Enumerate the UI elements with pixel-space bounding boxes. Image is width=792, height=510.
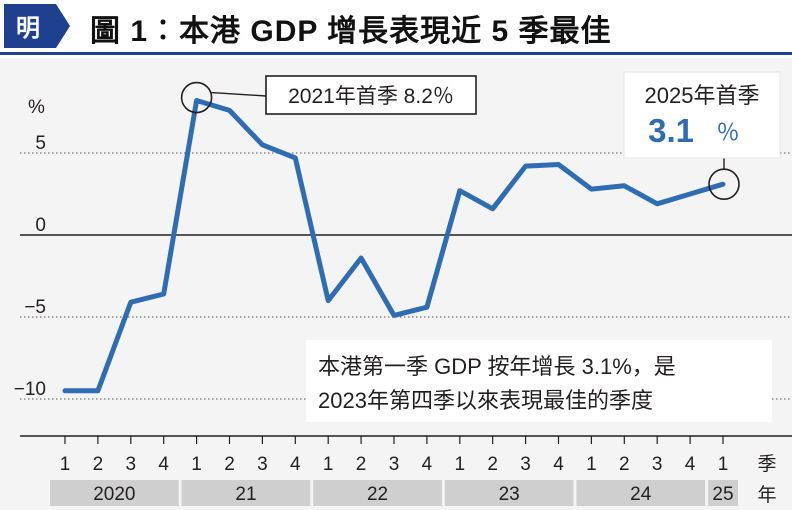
year-group-box — [313, 480, 442, 506]
quarter-label: 2 — [93, 454, 104, 475]
quarter-label: 3 — [257, 454, 268, 475]
quarter-label: 3 — [126, 454, 137, 475]
quarter-label: 2 — [356, 454, 367, 475]
quarter-label: 2 — [224, 454, 235, 475]
x-axis-year-title: 年 — [757, 484, 776, 506]
year-group-box — [444, 480, 574, 506]
note-line: 本港第一季 GDP 按年增長 3.1%，是 — [318, 354, 676, 379]
grid-layer — [20, 152, 792, 400]
annotation-layer: 2021年首季 8.2％ 2025年首季 3.1 ％ — [180, 71, 781, 200]
latest-callout-label: 2025年首季 — [645, 83, 760, 108]
y-axis-unit-label: % — [28, 97, 45, 118]
quarter-label: 1 — [323, 454, 334, 475]
x-axis-quarter-title: 季 — [757, 453, 776, 475]
chart-header: 明 圖 1︰本港 GDP 增長表現近 5 季最佳 — [0, 0, 792, 58]
logo-text: 明 — [16, 13, 40, 42]
line-layer — [62, 98, 726, 394]
note-box — [306, 340, 772, 422]
year-group-label: 24 — [630, 484, 652, 505]
y-tick-label: −10 — [14, 379, 46, 400]
quarter-label: 2 — [619, 454, 630, 475]
chart-area: % 5 0 −5 −10 1 2 3 4 1 2 3 4 1 2 3 4 1 2 3 4 1 2 3 4 1 季 2020 21 22 23… — [0, 58, 792, 510]
year-group-box — [181, 480, 311, 506]
quarter-label: 1 — [60, 454, 71, 475]
y-tick-label: −5 — [24, 297, 46, 318]
quarter-label: 3 — [389, 454, 400, 475]
quarter-label: 4 — [422, 454, 433, 475]
highlight-circle — [180, 81, 213, 114]
quarter-label: 1 — [586, 454, 597, 475]
callout-box — [265, 75, 477, 115]
year-group-box — [50, 480, 179, 506]
latest-callout-value: 3.1 — [648, 112, 694, 149]
latest-callout-box — [623, 71, 781, 159]
quarter-label: 4 — [685, 454, 696, 475]
newspaper-logo — [4, 4, 70, 48]
year-group-label: 22 — [367, 484, 388, 505]
quarter-label: 4 — [158, 454, 169, 475]
y-tick-label: 0 — [35, 215, 46, 236]
logo-badge-shape — [4, 4, 70, 48]
y-tick-label: 5 — [35, 133, 46, 154]
quarter-label: 1 — [455, 454, 466, 475]
quarter-label: 3 — [520, 454, 531, 475]
quarter-label: 4 — [290, 454, 301, 475]
year-group-label: 2020 — [93, 484, 135, 505]
callout-leader — [211, 91, 267, 97]
quarter-label: 2 — [487, 454, 498, 475]
quarter-label: 3 — [652, 454, 663, 475]
header-rule — [0, 52, 792, 55]
quarter-label: 4 — [553, 454, 564, 475]
callout-label: 2021年首季 8.2％ — [288, 85, 454, 108]
chart-title: 圖 1︰本港 GDP 增長表現近 5 季最佳 — [90, 15, 612, 48]
quarter-label: 1 — [191, 454, 202, 475]
year-group-box — [708, 480, 738, 506]
gdp-growth-line — [62, 98, 726, 394]
latest-callout-unit: ％ — [717, 119, 740, 145]
note-layer: 本港第一季 GDP 按年增長 3.1%，是 2023年第四季以來表現最佳的季度 — [306, 340, 772, 422]
year-group-label: 21 — [235, 484, 256, 505]
year-group-box — [576, 480, 706, 506]
note-line: 2023年第四季以來表現最佳的季度 — [318, 388, 653, 413]
year-group-label: 23 — [499, 484, 520, 505]
quarter-label: 1 — [718, 454, 729, 475]
year-group-label: 25 — [712, 484, 733, 505]
